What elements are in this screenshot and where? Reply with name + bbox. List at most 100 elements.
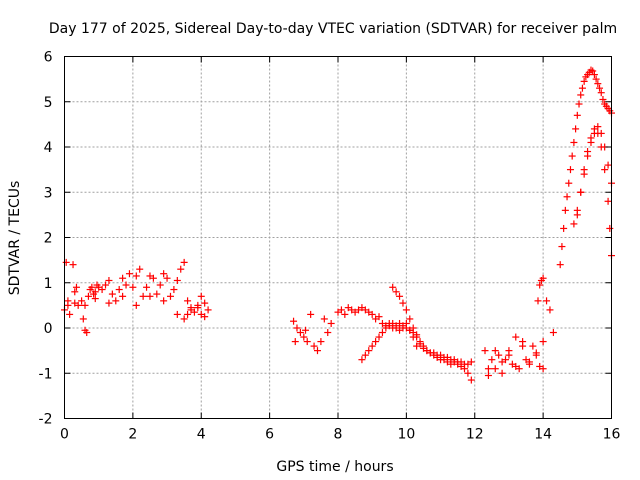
x-tick-label: 14 (534, 427, 552, 443)
data-point (119, 274, 127, 282)
x-tick-label: 6 (265, 427, 274, 443)
data-point (570, 220, 578, 228)
data-point (590, 71, 598, 79)
data-point (505, 351, 513, 359)
data-point (578, 84, 586, 92)
data-point (71, 288, 79, 296)
data-point (160, 297, 168, 305)
y-axis-label: SDTVAR / TECUs (7, 181, 23, 296)
data-point (327, 319, 335, 327)
data-point (197, 292, 205, 300)
data-point (180, 258, 188, 266)
data-point (64, 297, 72, 305)
data-point (108, 290, 116, 298)
y-tick-label: -2 (39, 412, 53, 428)
data-point (313, 347, 321, 355)
y-tick-label: 2 (44, 231, 53, 247)
data-point (119, 292, 127, 300)
data-point (580, 166, 588, 174)
data-point (584, 148, 592, 156)
data-point (556, 261, 564, 269)
data-point (72, 283, 80, 291)
data-point (590, 125, 598, 133)
data-point (201, 299, 209, 307)
y-tick-label: 1 (44, 276, 53, 292)
data-point (580, 77, 588, 85)
data-point (532, 349, 540, 357)
data-point (153, 290, 161, 298)
data-point (396, 292, 404, 300)
data-point (539, 274, 547, 282)
data-point (539, 338, 547, 346)
data-point (597, 143, 605, 151)
data-point (543, 297, 551, 305)
data-point (125, 270, 133, 278)
y-tick-label: 6 (44, 50, 53, 66)
data-point (143, 283, 151, 291)
data-point (69, 261, 77, 269)
data-point (66, 310, 74, 318)
data-point (467, 376, 475, 384)
y-tick-label: -1 (39, 366, 53, 382)
data-point (290, 317, 298, 325)
data-point (146, 292, 154, 300)
data-point (132, 301, 140, 309)
data-point (132, 272, 140, 280)
data-point (495, 351, 503, 359)
data-point (160, 270, 168, 278)
data-point (512, 333, 520, 341)
data-point (558, 243, 566, 251)
data-point (498, 369, 506, 377)
data-point (464, 369, 472, 377)
x-tick-label: 4 (197, 427, 206, 443)
data-point (392, 288, 400, 296)
data-point (129, 283, 137, 291)
data-point (317, 338, 325, 346)
data-point (375, 313, 383, 321)
chart-title: Day 177 of 2025, Sidereal Day-to-day VTE… (49, 21, 617, 37)
data-point (498, 358, 506, 366)
data-point (324, 329, 332, 337)
data-point (563, 193, 571, 201)
data-point (302, 326, 310, 334)
data-point (163, 274, 171, 282)
data-point (484, 365, 492, 373)
data-point (536, 281, 544, 289)
data-point (413, 331, 421, 339)
data-point (300, 333, 308, 341)
data-point (361, 351, 369, 359)
data-point (62, 258, 70, 266)
data-point (170, 286, 178, 294)
x-tick-label: 16 (603, 427, 621, 443)
data-point (525, 358, 533, 366)
data-point (122, 281, 130, 289)
data-point (409, 324, 417, 332)
data-point (406, 315, 414, 323)
data-point (561, 206, 569, 214)
data-point (368, 310, 376, 318)
x-tick-label: 2 (128, 427, 137, 443)
data-point (570, 138, 578, 146)
data-point (149, 274, 157, 282)
data-point (358, 356, 366, 364)
data-point (572, 125, 580, 133)
data-point (81, 301, 89, 309)
data-point (389, 283, 397, 291)
data-point (546, 306, 554, 314)
data-point (177, 265, 185, 273)
data-point (519, 342, 527, 350)
data-point (597, 89, 605, 97)
x-tick-label: 0 (60, 427, 69, 443)
data-point (310, 342, 318, 350)
data-point (566, 166, 574, 174)
data-point (112, 297, 120, 305)
data-point (568, 152, 576, 160)
data-point (575, 100, 583, 108)
x-tick-label: 10 (397, 427, 415, 443)
data-point (604, 161, 612, 169)
data-point (296, 329, 304, 337)
data-point (136, 265, 144, 273)
y-tick-label: 4 (44, 140, 53, 156)
x-tick-labels: 0 2 4 6 8 10 12 14 16 (60, 427, 620, 443)
